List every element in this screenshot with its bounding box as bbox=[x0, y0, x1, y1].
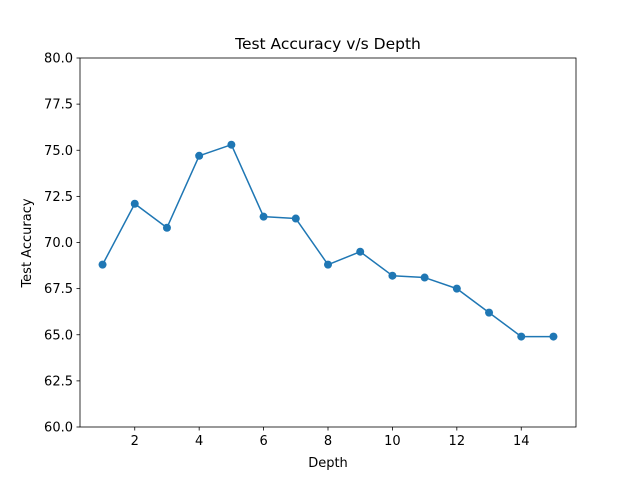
data-point bbox=[259, 212, 268, 221]
y-axis-label: Test Accuracy bbox=[20, 198, 35, 288]
x-tick-label: 8 bbox=[324, 434, 332, 449]
x-tick-label: 6 bbox=[259, 434, 267, 449]
x-tick-label: 4 bbox=[195, 434, 203, 449]
data-point bbox=[388, 271, 397, 280]
data-point bbox=[227, 140, 236, 149]
data-point bbox=[291, 214, 300, 223]
data-point bbox=[195, 151, 204, 160]
x-tick-label: 12 bbox=[449, 434, 466, 449]
y-tick-label: 75.0 bbox=[44, 144, 73, 159]
plot-area: 2 4 6 8 10 12 14 60.0 62.5 65.0 67.5 70.0 72.5 75.0 77… bbox=[44, 52, 577, 449]
data-point bbox=[420, 273, 429, 282]
x-tick-label: 2 bbox=[131, 434, 139, 449]
data-point bbox=[356, 247, 365, 256]
y-tick-label: 70.0 bbox=[44, 236, 73, 251]
y-tick-label: 67.5 bbox=[44, 282, 73, 297]
data-point bbox=[130, 199, 139, 208]
y-tick-label: 80.0 bbox=[44, 52, 73, 67]
y-tick-label: 77.5 bbox=[44, 98, 73, 113]
y-tick-label: 65.0 bbox=[44, 328, 73, 343]
data-point bbox=[452, 284, 461, 293]
y-tick-label: 60.0 bbox=[44, 421, 73, 436]
y-tick-label: 72.5 bbox=[44, 190, 73, 205]
x-tick-label: 10 bbox=[384, 434, 401, 449]
data-point bbox=[549, 332, 558, 341]
y-tick-label: 62.5 bbox=[44, 374, 73, 389]
data-point bbox=[485, 308, 494, 317]
x-axis-label: Depth bbox=[308, 456, 348, 471]
data-point bbox=[517, 332, 526, 341]
chart-title: Test Accuracy v/s Depth bbox=[234, 35, 421, 53]
data-point bbox=[324, 260, 332, 269]
data-point bbox=[162, 223, 171, 232]
data-point bbox=[98, 260, 107, 269]
x-tick-label: 14 bbox=[513, 434, 530, 449]
